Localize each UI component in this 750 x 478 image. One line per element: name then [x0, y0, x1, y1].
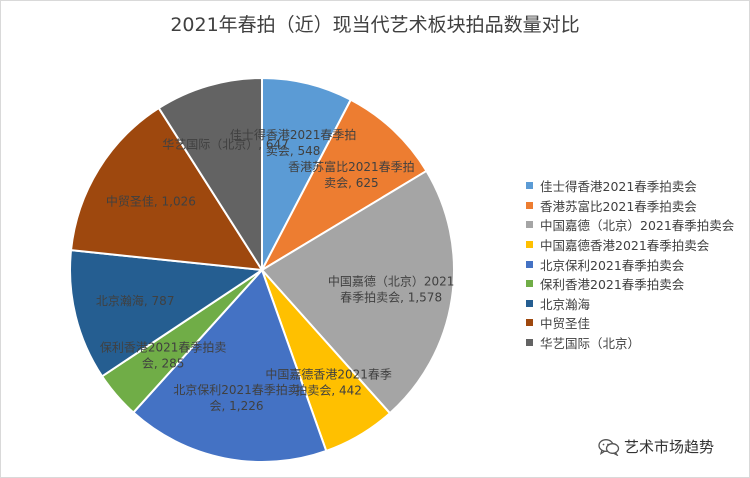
legend-swatch-3	[526, 241, 533, 249]
pie-slice-8	[157, 76, 263, 274]
legend-item-4: 北京保利2021春季拍卖会	[526, 254, 734, 274]
legend-item-6: 北京瀚海	[526, 294, 734, 314]
watermark: 艺术市场趋势	[598, 436, 714, 457]
pie-slice-4	[131, 268, 328, 463]
wechat-icon	[598, 438, 620, 456]
data-label-1-line-1: 卖会, 625	[324, 176, 379, 190]
legend-swatch-4	[526, 260, 533, 268]
data-label-3: 中国嘉德香港2021春季拍卖会, 442	[265, 366, 392, 397]
legend-label-3: 中国嘉德香港2021春季拍卖会	[540, 238, 710, 254]
legend-label-7: 中贸圣佳	[540, 316, 591, 332]
legend-label-0: 佳士得香港2021春季拍卖会	[540, 179, 697, 195]
legend-label-6: 北京瀚海	[540, 296, 591, 312]
legend-item-7: 中贸圣佳	[526, 313, 734, 333]
data-label-8: 华艺国际（北京）, 647	[162, 138, 289, 152]
data-label-4-line-1: 会, 1,226	[210, 399, 264, 413]
data-label-4: 北京保利2021春季拍卖会, 1,226	[173, 382, 300, 413]
chart-legend: 佳士得香港2021春季拍卖会 香港苏富比2021春季拍卖会中国嘉德（北京）2021…	[526, 176, 734, 352]
legend-item-2: 中国嘉德（北京）2021春季拍卖会	[526, 215, 734, 235]
pie-slice-2	[260, 169, 455, 415]
data-label-1-line-0: 香港苏富比2021春季拍	[288, 159, 415, 174]
pie-slices	[69, 76, 455, 463]
legend-swatch-5	[526, 280, 533, 288]
data-label-5-line-0: 保利香港2021春季拍卖	[100, 339, 227, 354]
pie-slice-1	[259, 98, 428, 273]
legend-swatch-1	[526, 201, 533, 209]
legend-label-4: 北京保利2021春季拍卖会	[540, 257, 685, 273]
data-label-2-line-0: 中国嘉德（北京）2021	[328, 274, 455, 289]
data-label-0-line-1: 卖会, 548	[266, 144, 321, 158]
legend-item-3: 中国嘉德香港2021春季拍卖会	[526, 235, 734, 255]
legend-swatch-2	[526, 221, 533, 229]
legend-item-0: 佳士得香港2021春季拍卖会	[526, 176, 734, 196]
legend-label-1: 香港苏富比2021春季拍卖会	[540, 198, 697, 214]
data-label-2-line-1: 春季拍卖会, 1,578	[340, 290, 442, 305]
legend-label-8: 华艺国际（北京）	[540, 336, 641, 352]
legend-label-5: 保利香港2021春季拍卖会	[540, 277, 685, 293]
data-label-4-line-0: 北京保利2021春季拍卖	[173, 382, 300, 397]
watermark-text: 艺术市场趋势	[624, 438, 715, 456]
chart-title: 2021年春拍（近）现当代艺术板块拍品数量对比	[170, 14, 580, 36]
legend-item-8: 华艺国际（北京）	[526, 333, 734, 353]
data-label-3-line-0: 中国嘉德香港2021春季	[265, 366, 392, 381]
legend-label-2: 中国嘉德（北京）2021春季拍卖会	[540, 218, 735, 234]
data-label-0: 佳士得香港2021春季拍卖会, 548	[230, 127, 357, 158]
data-label-5: 保利香港2021春季拍卖会, 285	[100, 339, 227, 370]
data-label-7-line-0: 中贸圣佳, 1,026	[106, 193, 196, 208]
data-label-0-line-0: 佳士得香港2021春季拍	[230, 127, 357, 142]
data-label-7: 中贸圣佳, 1,026	[106, 193, 196, 208]
pie-slice-7	[69, 106, 264, 272]
data-label-6-line-0: 北京瀚海, 787	[96, 293, 175, 308]
legend-swatch-0	[526, 182, 533, 190]
data-label-5-line-1: 会, 285	[142, 356, 185, 370]
legend-swatch-6	[526, 299, 533, 307]
legend-swatch-8	[526, 339, 533, 347]
data-label-6: 北京瀚海, 787	[96, 293, 175, 308]
data-label-8-line-0: 华艺国际（北京）, 647	[162, 138, 289, 152]
pie-slice-6	[69, 249, 265, 378]
data-label-1: 香港苏富比2021春季拍卖会, 625	[288, 159, 415, 190]
data-label-2: 中国嘉德（北京）2021 春季拍卖会, 1,578	[328, 274, 455, 305]
legend-swatch-7	[526, 319, 533, 327]
data-label-3-line-1: 拍卖会, 442	[295, 382, 362, 397]
legend-item-1: 香港苏富比2021春季拍卖会	[526, 196, 734, 216]
legend-item-5: 保利香港2021春季拍卖会	[526, 274, 734, 294]
